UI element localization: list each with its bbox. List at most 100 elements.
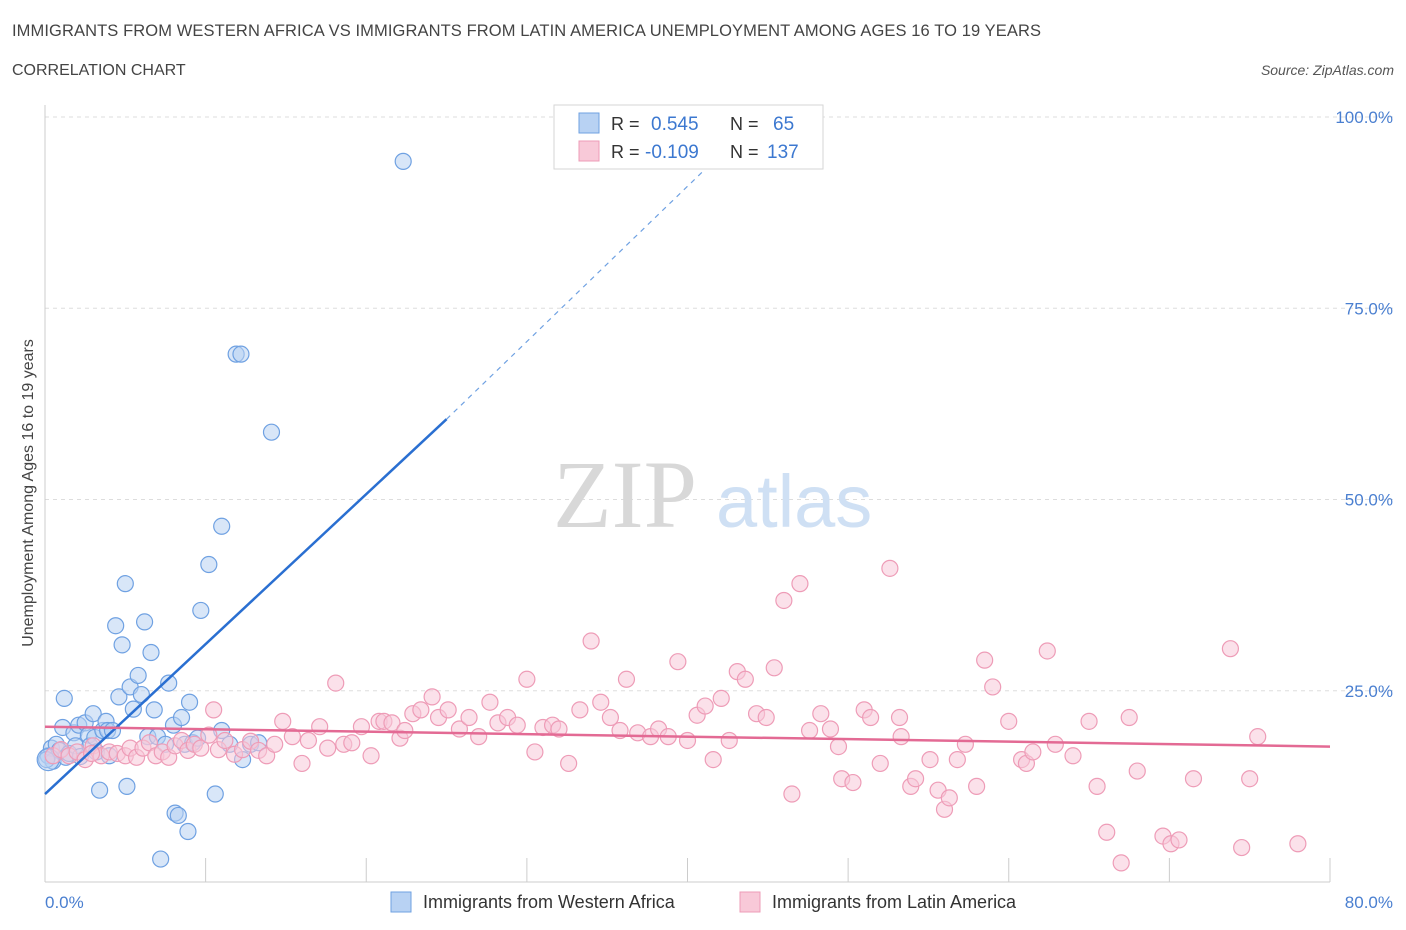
point-latin-america xyxy=(1128,762,1146,780)
point-latin-america xyxy=(283,728,301,746)
point-latin-america xyxy=(311,718,329,736)
point-latin-america xyxy=(712,689,730,708)
point-latin-america xyxy=(192,739,210,757)
point-latin-america xyxy=(582,632,600,650)
point-latin-america xyxy=(757,708,775,727)
point-latin-america xyxy=(601,708,620,727)
point-western-africa xyxy=(91,781,109,799)
legend-swatch-blue xyxy=(578,112,600,134)
point-latin-america xyxy=(720,731,738,750)
series-latin-america-points xyxy=(44,559,1307,872)
point-latin-america xyxy=(678,731,697,750)
point-western-africa xyxy=(118,777,136,795)
point-latin-america xyxy=(940,789,958,807)
point-latin-america xyxy=(327,674,345,692)
watermark-atlas: atlas xyxy=(716,460,872,543)
point-latin-america xyxy=(1112,854,1130,872)
point-latin-america xyxy=(1038,642,1056,660)
point-latin-america xyxy=(293,754,311,773)
point-western-africa xyxy=(160,674,178,692)
point-latin-america xyxy=(775,591,793,610)
point-latin-america xyxy=(844,773,862,792)
trendline-western-africa-extension xyxy=(446,154,721,420)
point-latin-america xyxy=(890,708,909,727)
point-western-africa xyxy=(107,617,125,635)
x-tick-label-max: 80.0% xyxy=(1345,893,1393,912)
point-western-africa xyxy=(200,555,218,574)
point-latin-america xyxy=(518,670,536,688)
point-western-africa xyxy=(110,688,128,706)
x-tick-label-min: 0.0% xyxy=(45,893,84,912)
point-latin-america xyxy=(439,701,457,719)
point-latin-america xyxy=(736,670,754,688)
point-latin-america xyxy=(592,693,610,711)
point-latin-america xyxy=(829,737,848,756)
point-latin-america xyxy=(1170,831,1188,849)
point-latin-america xyxy=(906,770,925,788)
point-latin-america xyxy=(956,735,974,753)
point-latin-america xyxy=(470,728,488,746)
point-latin-america xyxy=(1000,712,1018,730)
point-latin-america xyxy=(205,701,223,719)
point-western-africa xyxy=(84,705,102,723)
watermark-zip: ZIP xyxy=(553,441,697,548)
point-latin-america xyxy=(921,750,939,769)
point-latin-america xyxy=(1289,835,1307,853)
y-axis-label: Unemployment Among Ages 16 to 19 years xyxy=(20,339,37,647)
point-latin-america xyxy=(1080,712,1098,730)
correlation-legend: R = 0.545 N = 65 R = -0.109 N = 137 xyxy=(553,104,824,170)
point-latin-america xyxy=(82,744,101,763)
point-western-africa xyxy=(135,613,154,631)
point-western-africa xyxy=(124,700,142,718)
point-western-africa xyxy=(113,636,131,654)
trend-lines xyxy=(44,154,1331,795)
y-tick-label: 100.0% xyxy=(1335,108,1393,127)
point-latin-america xyxy=(1064,747,1082,765)
point-western-africa xyxy=(192,601,210,620)
point-western-africa xyxy=(145,701,163,719)
y-tick-labels: 25.0% 50.0% 75.0% 100.0% xyxy=(1335,108,1393,701)
point-western-africa xyxy=(116,575,134,593)
point-western-africa xyxy=(179,822,197,841)
point-latin-america xyxy=(319,739,337,757)
legend-r-value-1: 0.545 xyxy=(651,114,699,135)
point-latin-america xyxy=(550,720,568,738)
point-latin-america xyxy=(881,559,899,577)
watermark: ZIP atlas xyxy=(553,441,872,548)
point-latin-america xyxy=(274,712,292,730)
legend-r-label-2: R = xyxy=(611,142,640,162)
point-latin-america xyxy=(984,678,1002,696)
x-ticks xyxy=(205,858,1331,882)
trendline-western-africa xyxy=(44,418,448,795)
point-latin-america xyxy=(1024,743,1042,761)
point-latin-america xyxy=(871,754,889,773)
point-western-africa xyxy=(169,806,187,825)
legend-n-value-2: 137 xyxy=(767,142,799,163)
point-latin-america xyxy=(765,659,783,677)
point-latin-america xyxy=(343,734,361,752)
point-latin-america xyxy=(299,731,318,750)
point-western-africa xyxy=(394,152,412,170)
source-credit: Source: ZipAtlas.com xyxy=(1260,62,1394,78)
point-latin-america xyxy=(812,705,830,723)
trendline-latin-america xyxy=(44,725,1331,748)
chart-subtitle: CORRELATION CHART xyxy=(12,62,186,79)
legend-n-label-1: N = xyxy=(730,114,759,134)
point-western-africa xyxy=(152,850,170,868)
series-legend-label-western-africa: Immigrants from Western Africa xyxy=(423,892,676,912)
point-western-africa xyxy=(129,666,147,685)
point-latin-america xyxy=(968,777,986,795)
point-western-africa xyxy=(55,689,73,708)
point-latin-america xyxy=(669,653,687,671)
y-tick-label: 25.0% xyxy=(1345,682,1393,701)
point-latin-america xyxy=(791,575,809,593)
point-latin-america xyxy=(1184,770,1203,788)
point-latin-america xyxy=(526,743,544,761)
series-legend-label-latin-america: Immigrants from Latin America xyxy=(772,892,1017,912)
point-latin-america xyxy=(1241,770,1259,788)
point-latin-america xyxy=(696,697,714,715)
chart-title: IMMIGRANTS FROM WESTERN AFRICA VS IMMIGR… xyxy=(12,22,1042,40)
point-latin-america xyxy=(783,785,801,803)
legend-n-value-1: 65 xyxy=(773,114,794,135)
